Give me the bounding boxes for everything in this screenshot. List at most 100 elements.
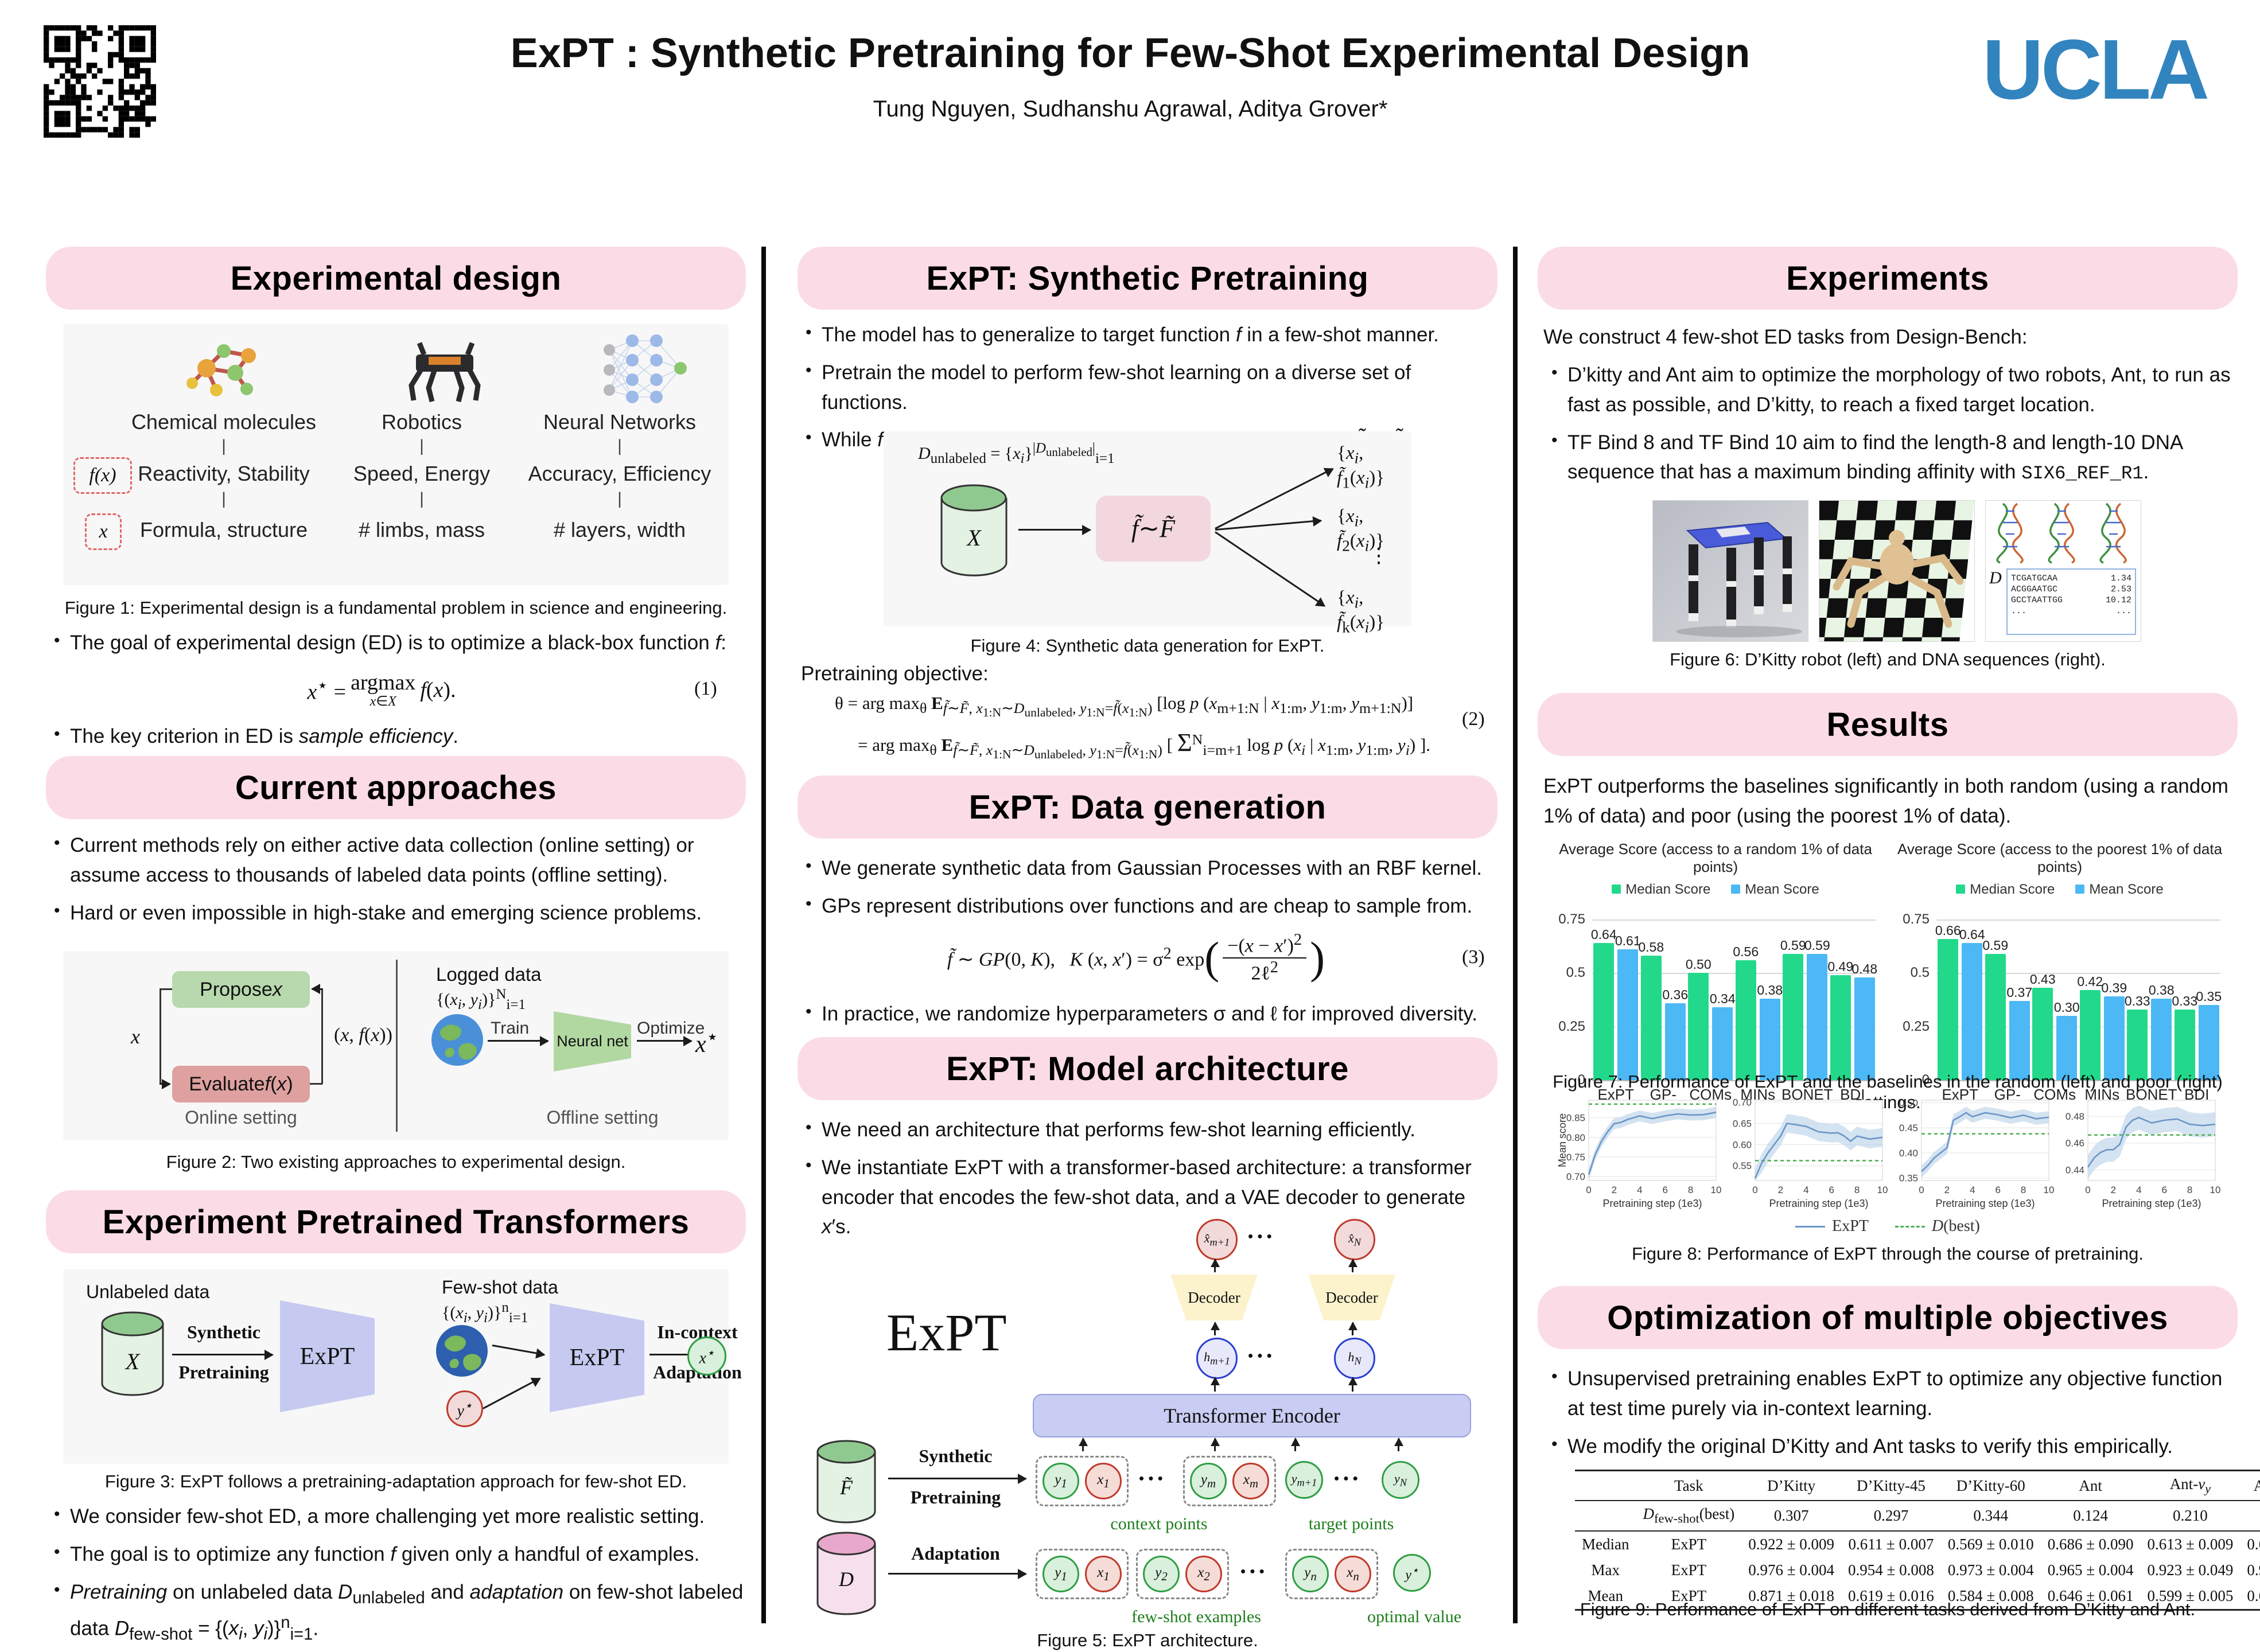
bullet-item: The model has to generalize to target fu… [801, 320, 1495, 350]
bar [1640, 956, 1662, 1080]
decoder-label: Decoder [1325, 1288, 1378, 1306]
bullet-item: The goal is to optimize any function f g… [49, 1540, 746, 1569]
expt-trapezoid-1: ExPT [280, 1300, 375, 1412]
svg-text:8: 8 [2187, 1185, 2192, 1195]
eq3-number: (3) [1462, 946, 1485, 968]
bullet-item: The goal of experimental design (ED) is … [49, 628, 746, 658]
bar-value-label: 0.39 [2101, 980, 2127, 996]
figure3-caption: Figure 3: ExPT follows a pretraining-ada… [104, 1471, 687, 1491]
fig1-col-title: Robotics [381, 410, 462, 434]
figure4-caption: Figure 4: Synthetic data generation for … [970, 636, 1325, 656]
line-chart-3: 0.35 0.40 0.45 0.50 0 2 4 6 8 10 Pretraining step … [1891, 1096, 2055, 1213]
target-token: ym+1 [1285, 1461, 1323, 1499]
propose-box: Propose x [172, 971, 310, 1008]
fig1-col-fx: Speed, Energy [353, 462, 491, 485]
table-cell: 0.965 ± 0.004 [2047, 1561, 2134, 1579]
pretraining-label: Pretraining [178, 1362, 269, 1382]
bar [1854, 977, 1875, 1080]
dna-row: ...... [2011, 606, 2131, 616]
y2-token: y2 [1155, 1564, 1168, 1583]
bar-value-label: 0.37 [2006, 984, 2033, 1000]
bar-value-label: 0.34 [1709, 991, 1736, 1007]
train-label: Train [491, 1019, 530, 1038]
fig2-xstar: x⋆ [695, 1026, 719, 1058]
svg-text:0.50: 0.50 [1899, 1097, 1918, 1108]
svg-text:0.44: 0.44 [2065, 1164, 2084, 1175]
figure5-caption: Figure 5: ExPT architecture. [1037, 1630, 1258, 1650]
svg-text:10: 10 [2044, 1185, 2054, 1195]
figure2-caption: Figure 2: Two existing approaches to exp… [166, 1152, 626, 1172]
table-header-cell: Ant [2079, 1476, 2102, 1494]
data-generation-bullets: We generate synthetic data from Gaussian… [801, 854, 1495, 929]
dna-row: TCGATGCAA 1.34 [2011, 574, 2131, 583]
h-m1: hm+1 [1204, 1349, 1230, 1367]
xm-token: xm [1243, 1471, 1259, 1490]
svg-text:8: 8 [1688, 1185, 1693, 1195]
svg-text:2: 2 [2111, 1185, 2116, 1195]
legend-item: Median Score [1612, 882, 1710, 898]
equation-3: f̃ ∼ GP(0, K), K (x, x′) = σ2 exp ( −(x … [947, 931, 1325, 984]
table-cell: 0.307 [1773, 1507, 1809, 1525]
bar-value-label: 0.49 [1827, 959, 1854, 975]
table-cell: 0.210 [2173, 1507, 2208, 1525]
svg-text:0.75: 0.75 [1566, 1152, 1585, 1163]
decoder-trapezoid: Decoder [1170, 1275, 1258, 1320]
legend-dbest-label: D(best) [1931, 1217, 1980, 1235]
dna-table: TCGATGCAA 1.34 ACGGAATGC 2.53 GCCTAATTGG 10.1… [2006, 568, 2136, 635]
table-cell: 0.297 [1873, 1507, 1909, 1525]
table-row: Mean ExPT 0.871 ± 0.018 0.619 ± 0.016 0.584 … [1575, 1583, 2260, 1610]
x-cylinder-label: X [967, 525, 981, 551]
figure9-caption: Figure 9: Performance of ExPT on differe… [1580, 1599, 2196, 1619]
bar-value-label: 0.30 [2053, 1000, 2080, 1015]
bar-value-label: 0.64 [1959, 927, 1985, 942]
bar-value-label: 0.43 [2029, 972, 2056, 987]
bullet-item: Current methods rely on either active da… [49, 831, 746, 890]
bullet-item: TF Bind 8 and TF Bind 10 aim to find the… [1547, 428, 2238, 488]
fx-tag: f(x) [73, 457, 132, 494]
table-cell: 0.608 ± 0.025 [2247, 1587, 2260, 1604]
fig4-output: {xi, f̃1(xi)} [1337, 443, 1385, 492]
yN-token: yN [1394, 1471, 1407, 1489]
bar [1830, 975, 1851, 1080]
bullet-item: Unsupervised pretraining enables ExPT to… [1547, 1364, 2238, 1424]
table-cell: 0.922 ± 0.009 [1748, 1535, 1835, 1553]
bullet-item: Pretraining on unlabeled data Dunlabeled… [49, 1577, 746, 1647]
bullet-item: Hard or even impossible in high-stake an… [49, 898, 746, 928]
bullet-item: D’kitty and Ant aim to optimize the morp… [1547, 360, 2238, 420]
y1-token: y1 [1055, 1564, 1067, 1583]
dna-row: GCCTAATTGG 10.12 [2011, 595, 2131, 605]
figure8-caption: Figure 8: Performance of ExPT through th… [1631, 1244, 2144, 1264]
dbest-line-swatch [1895, 1225, 1925, 1228]
dna-row: ACGGAATGC 2.53 [2011, 585, 2131, 594]
synthetic-label: Synthetic [919, 1446, 993, 1466]
xn-token: xn [1347, 1564, 1359, 1583]
table-cell: 0.923 ± 0.049 [2147, 1561, 2234, 1579]
x2-token: x2 [1197, 1564, 1210, 1583]
section-model-architecture: ExPT: Model architecture [798, 1037, 1497, 1100]
section-title: Optimization of multiple objectives [1607, 1299, 2168, 1337]
svg-text:2: 2 [1612, 1185, 1617, 1195]
bar-value-label: 0.38 [1757, 983, 1783, 998]
evaluate-box: Evaluate f(x) [172, 1066, 310, 1102]
eq1-rhs: f(x). [420, 677, 456, 702]
adaptation-label: Adaptation [911, 1543, 1000, 1564]
table-header-cell: Ant-vy [2169, 1475, 2211, 1496]
context-points-label: context points [1110, 1514, 1208, 1533]
synthetic-label: Synthetic [187, 1322, 260, 1342]
context-group: y1 x1 [1036, 1456, 1129, 1506]
ystar-token: y⋆ [446, 1390, 483, 1427]
h-token: hm+1 [1196, 1338, 1238, 1379]
eq1-number: (1) [694, 678, 717, 699]
section-multiple-objectives: Optimization of multiple objectives [1538, 1286, 2238, 1349]
xhat-token: x̂m+1 [1196, 1219, 1238, 1260]
ystar-token: y⋆ [1393, 1554, 1431, 1592]
ystar-label: y⋆ [1405, 1564, 1419, 1583]
svg-text:Pretraining step (1e3): Pretraining step (1e3) [1602, 1198, 1702, 1209]
figure4: Dunlabeled = {xi}|Dunlabeled|i=1 X f̃ ∼ … [884, 431, 1411, 636]
logged-data-label: Logged data [436, 964, 542, 985]
fx-tag-label: f(x) [89, 465, 116, 486]
h-N: hN [1348, 1349, 1362, 1367]
bar-value-label: 0.48 [1851, 961, 1878, 976]
experiments-intro: We construct 4 few-shot ED tasks from De… [1543, 326, 2028, 348]
dots: • • • [1248, 1228, 1272, 1245]
